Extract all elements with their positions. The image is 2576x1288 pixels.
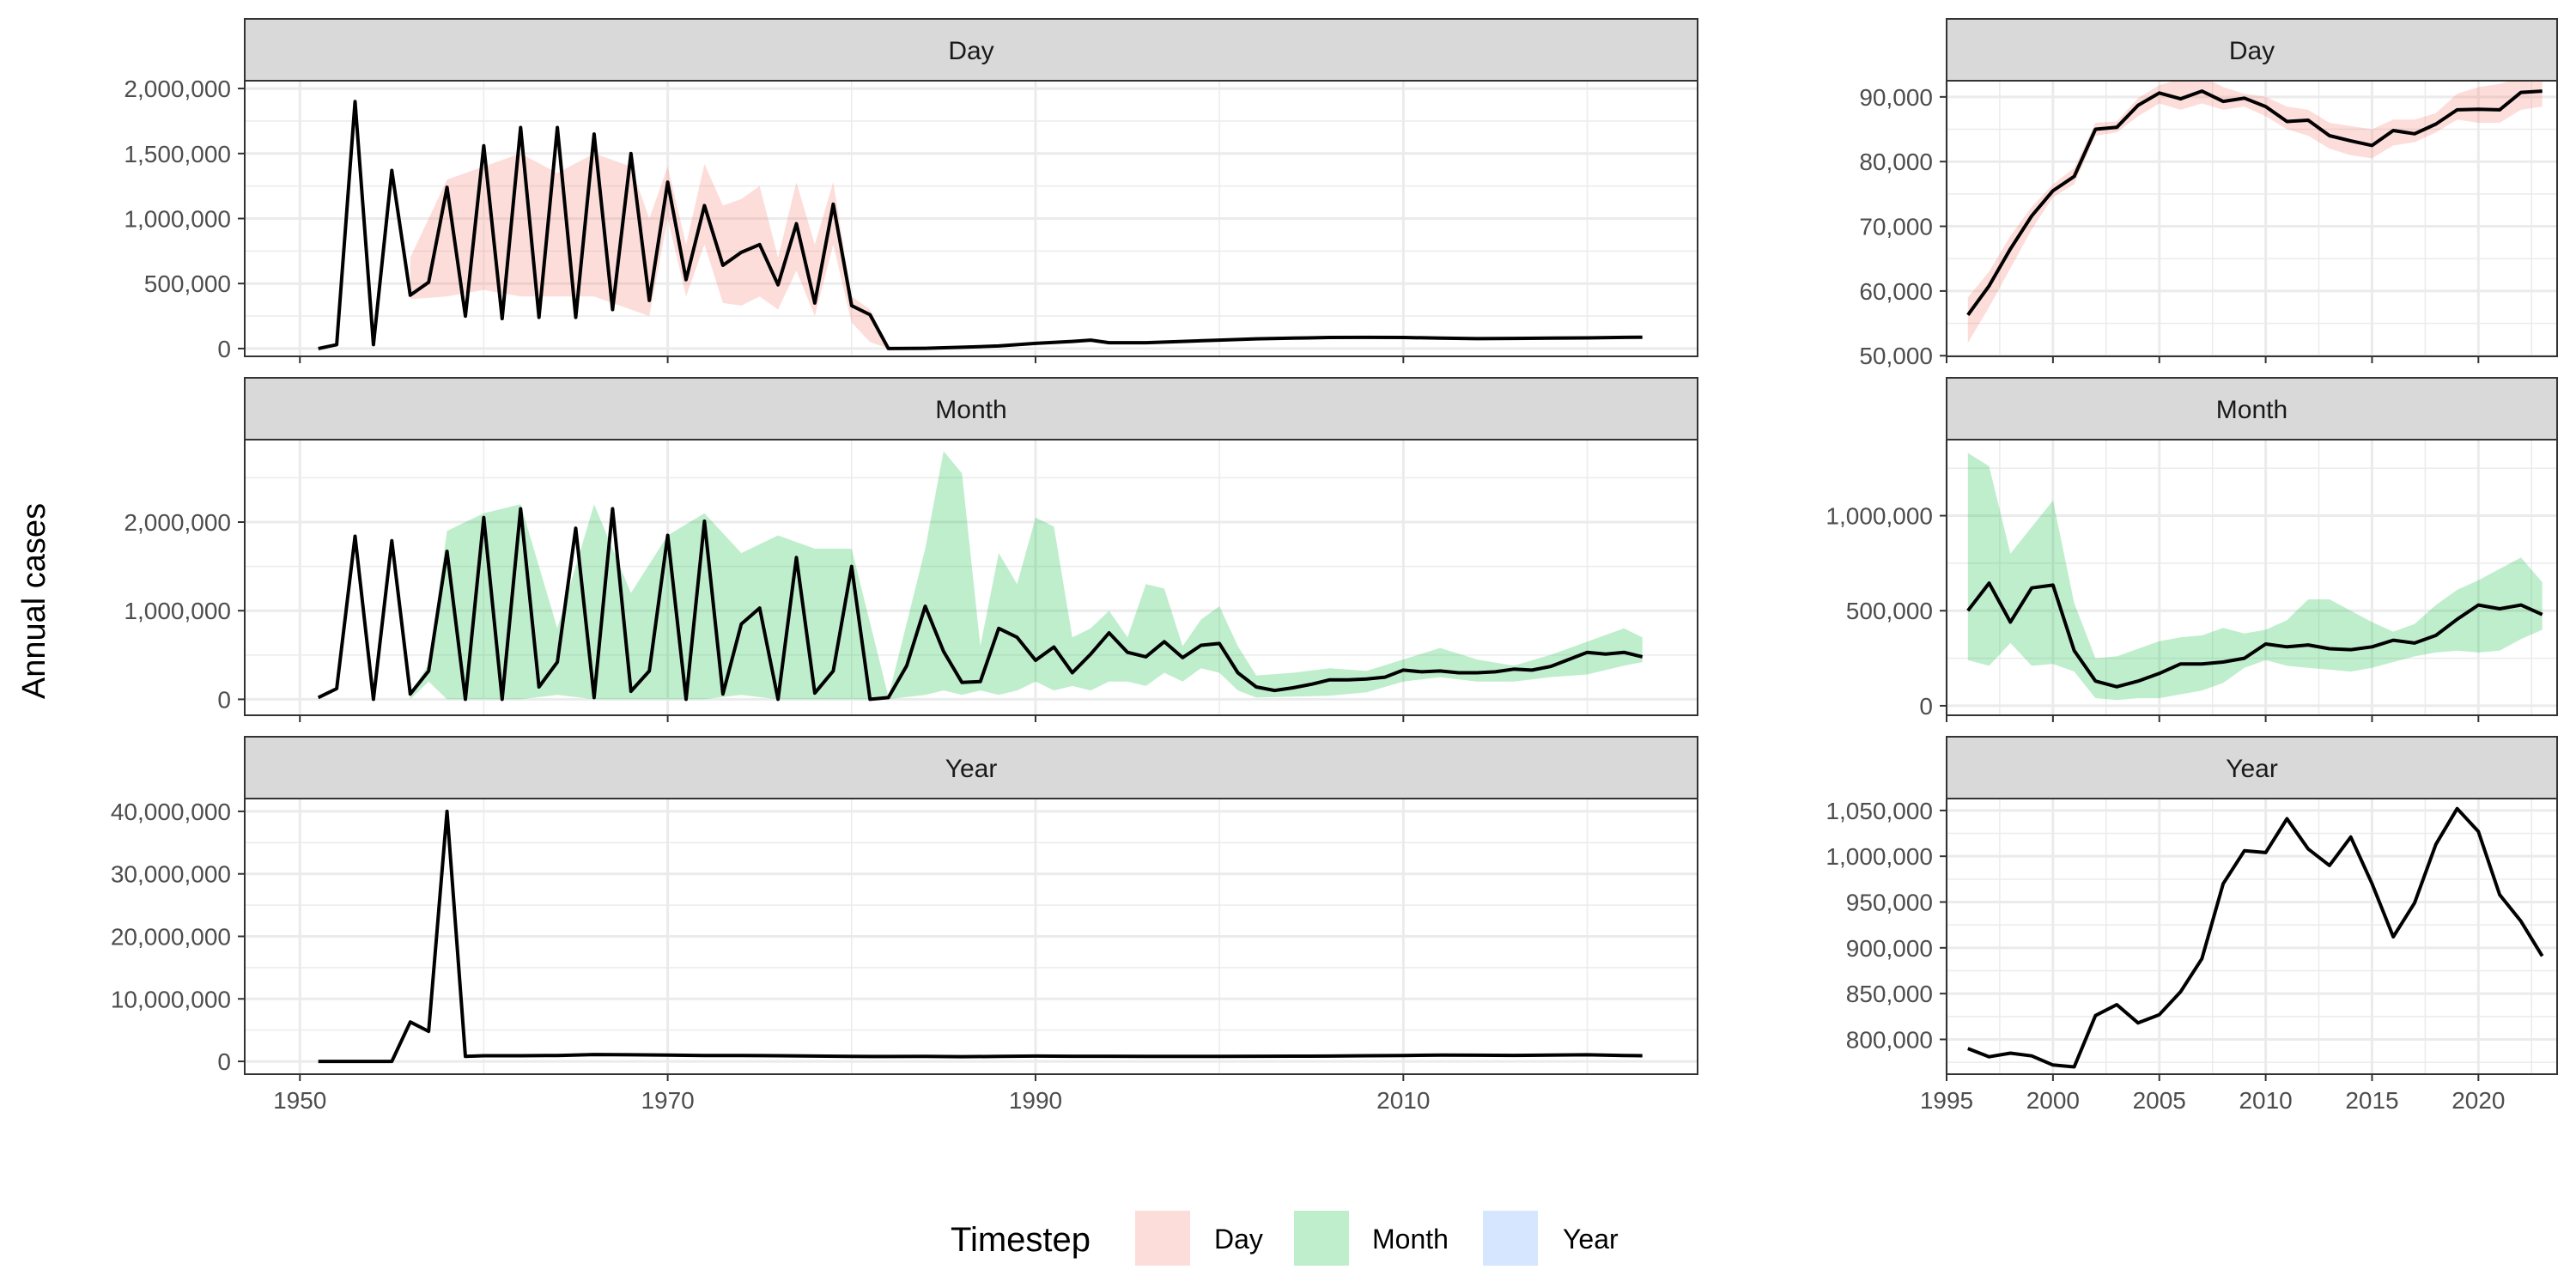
x-tick-label: 2000	[2026, 1087, 2080, 1114]
y-tick-label: 20,000,000	[111, 924, 231, 951]
facet-strip	[244, 18, 1698, 82]
y-tick-label: 10,000,000	[111, 986, 231, 1012]
y-tick-label: 500,000	[1846, 598, 1933, 624]
facet-strip	[1946, 377, 2558, 440]
gridlines	[1945, 799, 2557, 1074]
x-tick-label: 1995	[1920, 1087, 1973, 1114]
x-tick-label: 2010	[2239, 1087, 2292, 1114]
y-tick-label: 60,000	[1859, 278, 1933, 305]
y-tick-label: 1,000,000	[124, 206, 231, 233]
panel-left-year: Year 0 10,000,000 20,000,000 30,000,000 40,00…	[111, 736, 1698, 1114]
y-tick-label: 2,000,000	[124, 76, 231, 102]
legend-title: Timestep	[951, 1221, 1091, 1259]
legend-label-month: Month	[1372, 1224, 1449, 1255]
facet-strip-label: Month	[2216, 396, 2287, 424]
series-line	[318, 809, 1643, 1064]
y-tick-label: 1,050,000	[1826, 798, 1933, 824]
ribbon-month	[1967, 453, 2543, 701]
plot-background	[1947, 81, 2557, 356]
x-tick-label: 2020	[2451, 1087, 2505, 1114]
x-tick-label: 2015	[2345, 1087, 2398, 1114]
plot-background	[245, 440, 1698, 715]
panel-left-month: Month 0 1,000,000 2,000,000	[124, 377, 1698, 722]
facet-strip	[1946, 736, 2558, 799]
y-tick-label: 50,000	[1859, 343, 1933, 369]
gridlines	[245, 81, 1698, 356]
series-line	[318, 100, 1643, 350]
legend: Timestep Day Month Year	[951, 1211, 1619, 1266]
facet-strip	[244, 377, 1698, 440]
legend-key-year	[1483, 1211, 1538, 1266]
y-tick-label: 500,000	[144, 270, 231, 297]
y-axis-title: Annual cases	[16, 503, 52, 699]
y-tick-label: 2,000,000	[124, 509, 231, 536]
ribbon-day	[1967, 65, 2543, 343]
legend-label-year: Year	[1563, 1224, 1619, 1255]
y-tick-label: 1,000,000	[124, 598, 231, 624]
y-tick-label: 900,000	[1846, 935, 1933, 962]
plot-background	[1947, 799, 2557, 1074]
y-tick-label: 0	[1919, 693, 1933, 720]
y-tick-label: 850,000	[1846, 981, 1933, 1007]
y-tick-label: 70,000	[1859, 214, 1933, 240]
x-tick-label: 1990	[1009, 1087, 1062, 1114]
facet-strip-label: Year	[2226, 755, 2278, 783]
y-tick-label: 800,000	[1846, 1026, 1933, 1053]
series-line	[1966, 89, 2543, 316]
y-tick-label: 950,000	[1846, 890, 1933, 916]
panel-right-month: Month 0 500,000 1,000,000	[1826, 377, 2558, 722]
plot-background	[1947, 440, 2557, 715]
legend-key-month	[1294, 1211, 1349, 1266]
facet-strip-label: Day	[2229, 37, 2275, 65]
y-tick-label: 0	[217, 336, 231, 362]
y-tick-label: 0	[217, 686, 231, 713]
x-tick-label: 1970	[641, 1087, 694, 1114]
panel-left-day: Day 0 500,000 1,000,000 1,500,000 2,000,000	[124, 18, 1698, 363]
y-tick-label: 1,000,000	[1826, 503, 1933, 530]
facet-strip	[244, 736, 1698, 799]
y-tick-label: 1,500,000	[124, 141, 231, 167]
x-tick-label: 2010	[1376, 1087, 1430, 1114]
legend-label-day: Day	[1214, 1224, 1263, 1255]
ribbon-day	[410, 153, 889, 349]
x-tick-label: 2005	[2133, 1087, 2186, 1114]
panels: Day0500,0001,000,0001,500,0002,000,000Mo…	[111, 18, 2558, 1114]
facet-strip-label: Month	[935, 396, 1006, 424]
y-tick-label: 1,000,000	[1826, 843, 1933, 870]
gridlines	[245, 799, 1698, 1074]
x-tick-label: 1950	[273, 1087, 326, 1114]
facet-strip	[1946, 18, 2558, 82]
facet-strip-label: Day	[948, 37, 993, 65]
panel-right-day: Day 50,000 60,000 70,000 80,000 90,000	[1859, 18, 2558, 369]
y-tick-label: 30,000,000	[111, 861, 231, 888]
panel-right-year: Year 800,000 850,000 900,000 950,000 1,000,00…	[1826, 736, 2558, 1114]
y-tick-label: 90,000	[1859, 84, 1933, 111]
y-tick-label: 80,000	[1859, 149, 1933, 175]
series-line	[1966, 581, 2543, 689]
y-tick-label: 0	[217, 1048, 231, 1075]
legend-key-day	[1135, 1211, 1190, 1266]
y-tick-label: 40,000,000	[111, 799, 231, 825]
series-line	[1967, 806, 2544, 1069]
series-line	[317, 507, 1643, 702]
facet-strip-label: Year	[945, 755, 998, 783]
